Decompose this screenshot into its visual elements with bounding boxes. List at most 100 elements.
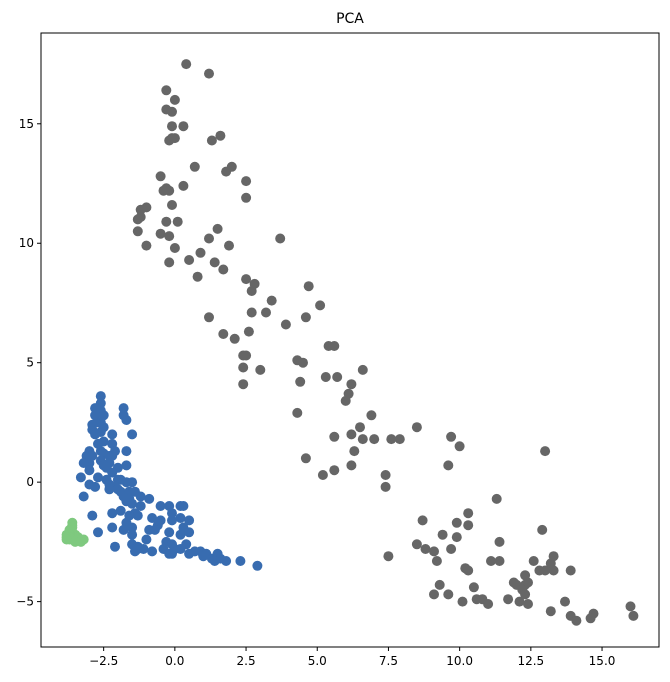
- data-point-s1-88: [164, 527, 175, 538]
- data-point-s0-43: [218, 264, 229, 275]
- data-point-s1-92: [127, 529, 138, 540]
- data-point-s1-104: [147, 546, 158, 557]
- data-point-s1-73: [132, 510, 143, 521]
- x-tick-label: 7.5: [379, 654, 398, 668]
- data-point-s1-59: [78, 491, 89, 502]
- data-point-s1-37: [121, 460, 132, 471]
- data-point-s0-71: [238, 379, 249, 390]
- data-point-s0-140: [560, 596, 570, 607]
- y-axis: −5 0 5 10 15: [16, 117, 41, 609]
- data-point-s0-56: [280, 319, 291, 330]
- data-point-s0-14: [189, 161, 200, 172]
- data-point-s0-98: [417, 515, 428, 526]
- data-point-s0-9: [206, 135, 217, 146]
- data-point-s0-87: [349, 446, 360, 457]
- data-point-s0-91: [443, 460, 454, 471]
- data-point-s0-27: [132, 214, 143, 225]
- data-point-s0-146: [585, 613, 596, 624]
- data-point-s0-22: [241, 192, 252, 203]
- data-point-s0-48: [303, 281, 314, 292]
- data-point-s0-18: [178, 180, 189, 191]
- data-point-s0-92: [329, 465, 340, 476]
- data-point-s0-83: [446, 431, 457, 442]
- data-point-s0-12: [164, 135, 175, 146]
- data-point-s0-42: [209, 257, 220, 268]
- data-point-s1-120: [252, 560, 263, 571]
- data-point-s0-100: [463, 520, 474, 531]
- data-point-s1-75: [87, 510, 98, 521]
- data-point-s1-58: [135, 491, 146, 502]
- data-point-s0-6: [167, 121, 177, 132]
- data-point-s0-111: [486, 556, 496, 566]
- data-point-s0-112: [494, 556, 505, 566]
- data-point-s0-105: [411, 539, 422, 550]
- data-point-s0-33: [164, 231, 175, 242]
- data-point-s0-55: [243, 326, 254, 337]
- data-point-s1-91: [93, 527, 103, 538]
- data-point-s1-8: [121, 415, 132, 425]
- data-point-s0-144: [628, 610, 639, 621]
- data-point-s0-2: [161, 85, 172, 96]
- data-point-s1-50: [90, 481, 101, 492]
- data-point-s1-67: [178, 501, 189, 511]
- data-point-s1-89: [175, 529, 186, 540]
- data-point-s0-84: [394, 434, 405, 445]
- data-point-s0-136: [457, 596, 468, 607]
- data-point-s1-33: [78, 458, 89, 468]
- x-tick-label: 10.0: [446, 654, 473, 668]
- x-tick-label: −2.5: [89, 654, 118, 668]
- data-point-s0-67: [255, 364, 266, 375]
- plot-frame: [40, 32, 660, 648]
- data-point-s1-41: [93, 472, 103, 483]
- data-point-s0-62: [238, 350, 249, 361]
- data-point-s1-108: [184, 548, 195, 559]
- y-tick-label: 10: [19, 236, 34, 250]
- x-tick-label: 0.0: [165, 654, 184, 668]
- chart-title: PCA: [336, 11, 364, 27]
- data-point-s0-49: [266, 295, 277, 306]
- data-point-s0-82: [386, 434, 397, 445]
- data-point-s1-46: [127, 477, 138, 488]
- data-point-s0-34: [204, 233, 214, 244]
- data-point-s1-85: [107, 522, 118, 533]
- data-point-s0-99: [451, 517, 462, 528]
- data-point-s0-31: [132, 226, 143, 237]
- data-point-s1-79: [175, 513, 186, 523]
- data-point-s1-4: [118, 403, 129, 414]
- data-point-s0-41: [184, 255, 195, 265]
- data-point-s0-15: [221, 166, 232, 177]
- y-tick-label: −5: [16, 595, 34, 609]
- data-point-s1-118: [235, 556, 246, 566]
- data-point-s0-90: [346, 460, 357, 471]
- data-point-s0-8: [215, 130, 226, 141]
- data-point-s0-25: [135, 204, 146, 215]
- data-point-s0-117: [540, 565, 551, 576]
- data-point-s0-74: [340, 395, 351, 406]
- data-point-s1-40: [75, 472, 86, 483]
- data-point-s0-36: [141, 240, 152, 251]
- data-point-s1-68: [115, 505, 126, 516]
- data-point-s1-0: [95, 391, 106, 402]
- data-point-s0-126: [523, 577, 533, 588]
- data-point-s0-53: [300, 312, 311, 323]
- data-point-s1-78: [167, 515, 177, 526]
- data-point-s1-99: [110, 541, 120, 552]
- data-point-s0-1: [204, 68, 214, 79]
- data-point-s1-90: [184, 527, 195, 538]
- data-point-s1-15: [107, 429, 118, 440]
- data-point-s0-0: [181, 59, 192, 70]
- data-point-s0-38: [224, 240, 234, 251]
- data-point-s1-62: [135, 501, 146, 511]
- data-point-s1-111: [130, 546, 140, 557]
- data-point-s1-16: [90, 429, 101, 440]
- data-point-s2-18: [61, 534, 72, 545]
- x-tick-label: 5.0: [308, 654, 327, 668]
- data-point-s1-64: [155, 501, 166, 511]
- data-point-s0-75: [292, 407, 303, 418]
- data-point-s0-47: [246, 286, 257, 296]
- data-point-s0-86: [329, 431, 340, 442]
- data-point-s0-127: [434, 579, 445, 590]
- x-axis: −2.5 0.0 2.5 5.0 7.5 10.0 12.5 15.0: [89, 647, 615, 668]
- data-point-s0-103: [451, 532, 462, 543]
- data-point-s0-35: [275, 233, 286, 244]
